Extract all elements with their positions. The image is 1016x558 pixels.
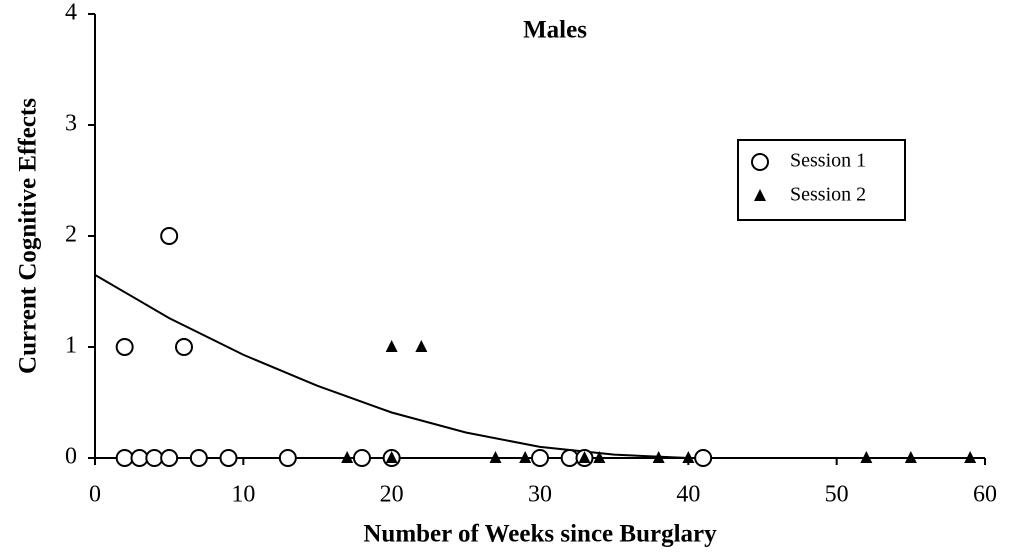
point: [278, 449, 297, 467]
point: [160, 227, 179, 245]
point: [694, 449, 713, 467]
point: [560, 449, 579, 467]
x-tick-label: 50: [825, 482, 849, 508]
x-tick-label: 40: [676, 482, 700, 508]
point: [353, 449, 371, 467]
y-tick-label: 0: [65, 444, 77, 470]
legend-marker: [754, 189, 766, 201]
point: [175, 338, 193, 356]
point: [145, 449, 164, 467]
legend-label: Session 1: [790, 150, 866, 172]
y-tick-label: 3: [65, 111, 77, 137]
legend-marker: [751, 153, 769, 171]
point: [652, 451, 665, 463]
legend-box: [737, 139, 906, 221]
x-tick-label: 30: [528, 482, 552, 508]
point: [578, 451, 591, 463]
x-tick-label: 0: [89, 482, 101, 508]
y-tick-label: 1: [65, 333, 77, 359]
chart-title: Males: [523, 17, 587, 44]
y-tick-label: 2: [65, 222, 77, 248]
point: [415, 340, 428, 352]
point: [531, 449, 549, 467]
point: [385, 340, 398, 352]
y-tick-label: 4: [65, 0, 77, 26]
point: [385, 451, 398, 463]
point: [593, 451, 606, 463]
y-axis-title: Current Cognitive Effects: [15, 98, 42, 374]
x-tick-label: 10: [231, 482, 255, 508]
x-tick-label: 20: [380, 482, 404, 508]
point: [860, 451, 873, 463]
point: [130, 449, 149, 467]
point: [682, 451, 695, 463]
point: [189, 449, 208, 467]
point: [160, 449, 179, 467]
point: [341, 451, 354, 463]
point: [115, 449, 134, 467]
point: [489, 451, 502, 463]
x-tick-label: 60: [973, 482, 997, 508]
legend-label: Session 2: [790, 184, 866, 206]
point: [519, 451, 532, 463]
point: [115, 338, 134, 356]
trend-line: [94, 273, 689, 459]
point: [219, 449, 238, 467]
x-axis-title: Number of Weeks since Burglary: [363, 521, 717, 548]
point: [904, 451, 917, 463]
point: [964, 451, 977, 463]
